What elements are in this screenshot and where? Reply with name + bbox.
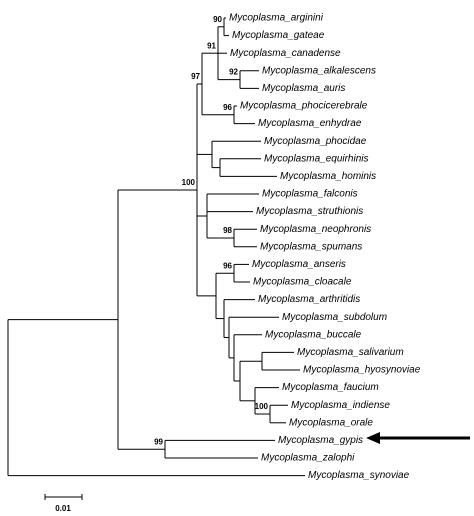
leaf-label: Mycoplasma_cloacale: [253, 277, 352, 288]
leaf-label: Mycoplasma_spumans: [260, 241, 362, 252]
leaf-label: Mycoplasma_orale: [289, 417, 373, 428]
leaf-label: Mycoplasma_equirhinis: [264, 153, 369, 164]
leaf-label: Mycoplasma_zalophi: [261, 453, 355, 464]
leaf-label: Mycoplasma_falconis: [262, 189, 358, 200]
leaf-label: Mycoplasma_anseris: [252, 259, 346, 270]
scale-bar-label: 0.01: [55, 504, 71, 513]
bootstrap-value: 91: [207, 41, 216, 50]
leaf-label: Mycoplasma_indiense: [291, 400, 390, 411]
leaf-label: Mycoplasma_buccale: [265, 329, 362, 340]
leaf-label: Mycoplasma_phocicerebrale: [240, 101, 368, 112]
leaf-label: Mycoplasma_enhydrae: [258, 118, 362, 129]
bootstrap-value: 100: [255, 402, 269, 411]
leaf-label: Mycoplasma_arthritidis: [258, 294, 360, 305]
leaf-label: Mycoplasma_phocidae: [264, 136, 367, 147]
arrow-head: [366, 432, 380, 444]
leaf-label: Mycoplasma_gypis: [278, 435, 363, 446]
leaf-label: Mycoplasma_salivarium: [297, 347, 404, 358]
leaf-label: Mycoplasma_subdolum: [282, 312, 387, 323]
bootstrap-value: 96: [223, 261, 232, 270]
leaf-label: Mycoplasma_hyosynoviae: [303, 365, 421, 376]
leaf-label: Mycoplasma_neophronis: [260, 224, 371, 235]
bootstrap-value: 98: [223, 226, 232, 235]
leaf-label: Mycoplasma_arginini: [229, 13, 324, 24]
leaf-label: Mycoplasma_hominis: [280, 171, 376, 182]
bootstrap-value: 97: [191, 72, 200, 81]
leaf-label: Mycoplasma_faucium: [282, 382, 379, 393]
leaf-label: Mycoplasma_synoviae: [308, 470, 410, 481]
leaf-label: Mycoplasma_struthionis: [256, 206, 363, 217]
bootstrap-value: 96: [223, 103, 232, 112]
bootstrap-value: 100: [182, 178, 196, 187]
bootstrap-value: 99: [154, 437, 163, 446]
leaf-label: Mycoplasma_alkalescens: [262, 65, 376, 76]
leaf-label: Mycoplasma_gateae: [232, 30, 325, 41]
leaf-label: Mycoplasma_auris: [262, 83, 345, 94]
bootstrap-value: 90: [213, 15, 222, 24]
leaf-label: Mycoplasma_canadense: [230, 48, 341, 59]
bootstrap-value: 92: [229, 68, 238, 77]
